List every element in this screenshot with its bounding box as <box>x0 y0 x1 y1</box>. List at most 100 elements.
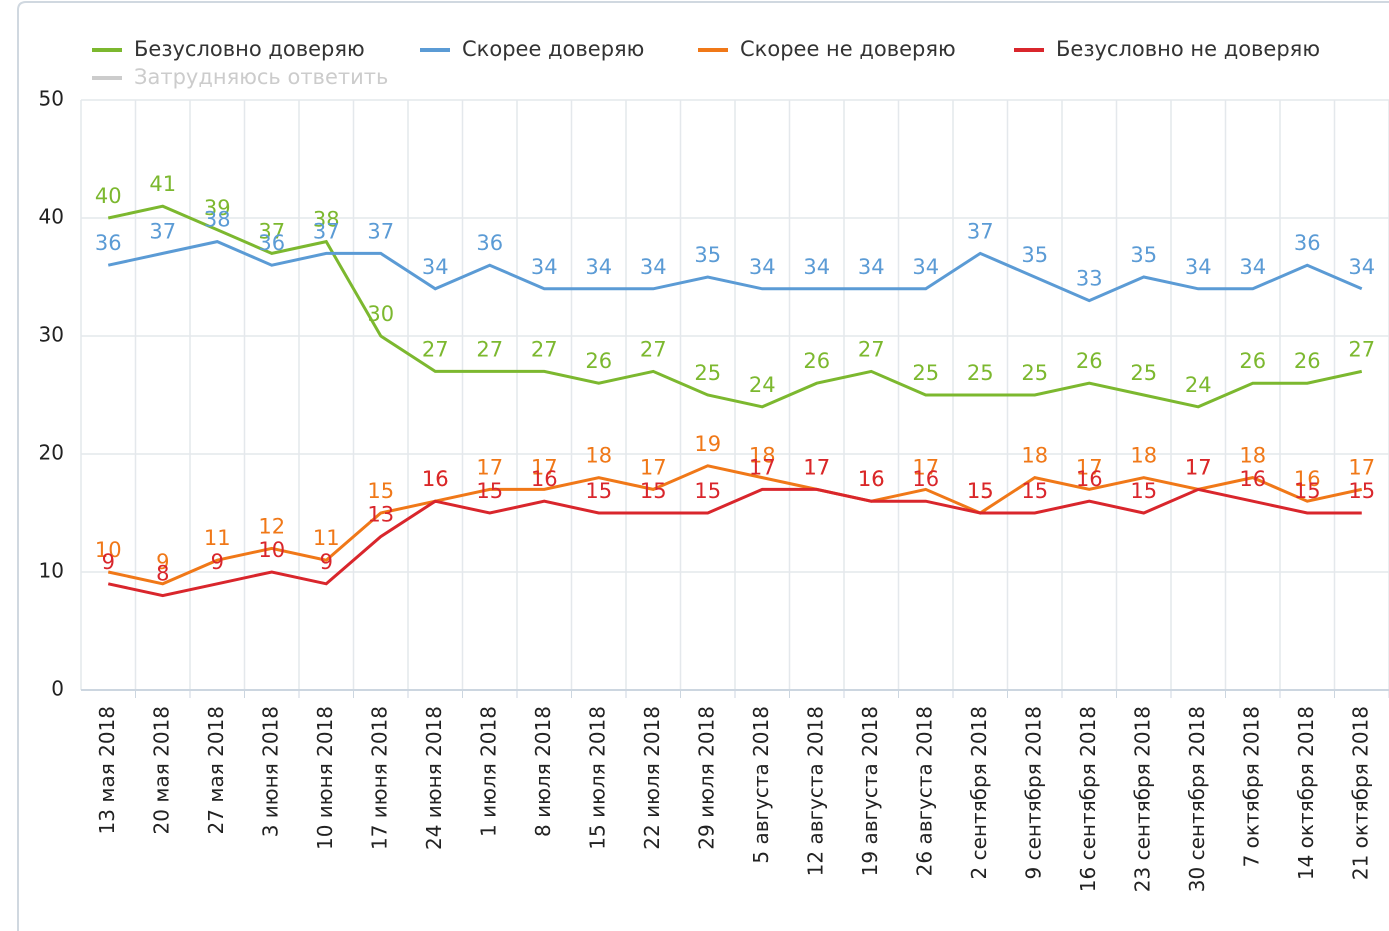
data-label: 26 <box>1239 349 1266 373</box>
data-label: 41 <box>149 172 176 196</box>
data-label: 25 <box>912 361 939 385</box>
data-label: 16 <box>858 467 885 491</box>
data-label: 19 <box>694 432 721 456</box>
y-tick-label: 40 <box>39 205 64 229</box>
data-label: 39 <box>204 196 231 220</box>
data-label: 40 <box>95 184 122 208</box>
data-label: 34 <box>640 255 667 279</box>
x-tick-label: 1 июля 2018 <box>476 706 500 837</box>
x-tick-label: 10 июня 2018 <box>313 706 337 850</box>
x-tick-label: 8 июля 2018 <box>531 706 555 837</box>
y-tick-label: 30 <box>39 323 64 347</box>
data-label: 27 <box>476 337 503 361</box>
x-tick-label: 3 июня 2018 <box>258 706 282 837</box>
data-label: 15 <box>1294 479 1321 503</box>
data-label: 34 <box>858 255 885 279</box>
x-tick-label: 19 августа 2018 <box>858 706 882 876</box>
x-tick-label: 27 мая 2018 <box>204 706 228 834</box>
data-label: 11 <box>204 526 231 550</box>
data-label: 34 <box>585 255 612 279</box>
data-label: 16 <box>422 467 449 491</box>
x-tick-label: 9 сентября 2018 <box>1021 706 1045 879</box>
data-label: 26 <box>803 349 830 373</box>
x-tick-label: 24 июня 2018 <box>422 706 446 850</box>
series-line <box>107 464 1363 586</box>
data-label: 15 <box>640 479 667 503</box>
data-label: 34 <box>803 255 830 279</box>
legend-label: Скорее не доверяю <box>740 37 956 61</box>
data-label: 36 <box>1294 231 1321 255</box>
data-label: 13 <box>367 503 394 527</box>
data-label: 18 <box>749 444 776 468</box>
data-label: 8 <box>156 562 169 586</box>
data-label: 15 <box>476 479 503 503</box>
data-label: 15 <box>1021 479 1048 503</box>
data-label: 10 <box>95 538 122 562</box>
data-label: 38 <box>204 208 231 232</box>
data-label: 36 <box>258 231 285 255</box>
data-label: 24 <box>1185 373 1212 397</box>
x-tick-label: 29 июля 2018 <box>694 706 718 850</box>
data-label: 37 <box>367 219 394 243</box>
data-label: 34 <box>1348 255 1375 279</box>
legend-label: Затрудняюсь ответить <box>134 65 388 89</box>
data-label: 17 <box>1348 455 1375 479</box>
legend-label: Безусловно доверяю <box>134 37 365 61</box>
data-label: 37 <box>313 219 340 243</box>
x-tick-label: 30 сентября 2018 <box>1185 706 1209 892</box>
data-label: 16 <box>858 467 885 491</box>
data-label: 34 <box>912 255 939 279</box>
data-label: 36 <box>95 231 122 255</box>
data-label: 15 <box>367 479 394 503</box>
data-label: 17 <box>912 455 939 479</box>
data-label: 9 <box>102 550 115 574</box>
data-label: 34 <box>422 255 449 279</box>
data-label: 27 <box>1348 337 1375 361</box>
data-label: 35 <box>1021 243 1048 267</box>
data-label: 37 <box>149 219 176 243</box>
data-label: 15 <box>967 479 994 503</box>
data-label: 27 <box>858 337 885 361</box>
legend-label: Скорее доверяю <box>462 37 644 61</box>
data-label: 15 <box>1348 479 1375 503</box>
data-label: 16 <box>422 467 449 491</box>
data-label: 18 <box>1021 444 1048 468</box>
data-label: 17 <box>1185 455 1212 479</box>
data-label: 17 <box>640 455 667 479</box>
data-label: 15 <box>1130 479 1157 503</box>
x-tick-label: 20 мая 2018 <box>149 706 173 834</box>
data-label: 26 <box>1076 349 1103 373</box>
data-label: 17 <box>803 455 830 479</box>
data-label: 36 <box>476 231 503 255</box>
series-line <box>107 240 1363 303</box>
data-label: 34 <box>1185 255 1212 279</box>
x-tick-label: 21 октября 2018 <box>1348 706 1372 880</box>
data-label: 24 <box>749 373 776 397</box>
x-tick-label: 26 августа 2018 <box>912 706 936 876</box>
data-label: 27 <box>422 337 449 361</box>
series-line <box>107 204 1363 409</box>
data-label: 37 <box>258 219 285 243</box>
data-label: 17 <box>476 455 503 479</box>
data-label: 18 <box>1130 444 1157 468</box>
x-tick-label: 12 августа 2018 <box>803 706 827 876</box>
x-tick-label: 15 июля 2018 <box>585 706 609 850</box>
data-label: 30 <box>367 302 394 326</box>
data-label: 25 <box>1130 361 1157 385</box>
y-tick-label: 10 <box>39 559 64 583</box>
data-label: 38 <box>313 208 340 232</box>
data-label: 35 <box>1130 243 1157 267</box>
frame <box>17 1 1389 931</box>
data-label: 34 <box>531 255 558 279</box>
data-label: 35 <box>694 243 721 267</box>
data-label: 17 <box>749 455 776 479</box>
x-tick-label: 5 августа 2018 <box>749 706 773 864</box>
data-label: 11 <box>313 526 340 550</box>
data-label: 37 <box>967 219 994 243</box>
data-label: 17 <box>531 455 558 479</box>
data-label: 15 <box>585 479 612 503</box>
data-label: 16 <box>1294 467 1321 491</box>
data-label: 16 <box>531 467 558 491</box>
data-label: 17 <box>1076 455 1103 479</box>
